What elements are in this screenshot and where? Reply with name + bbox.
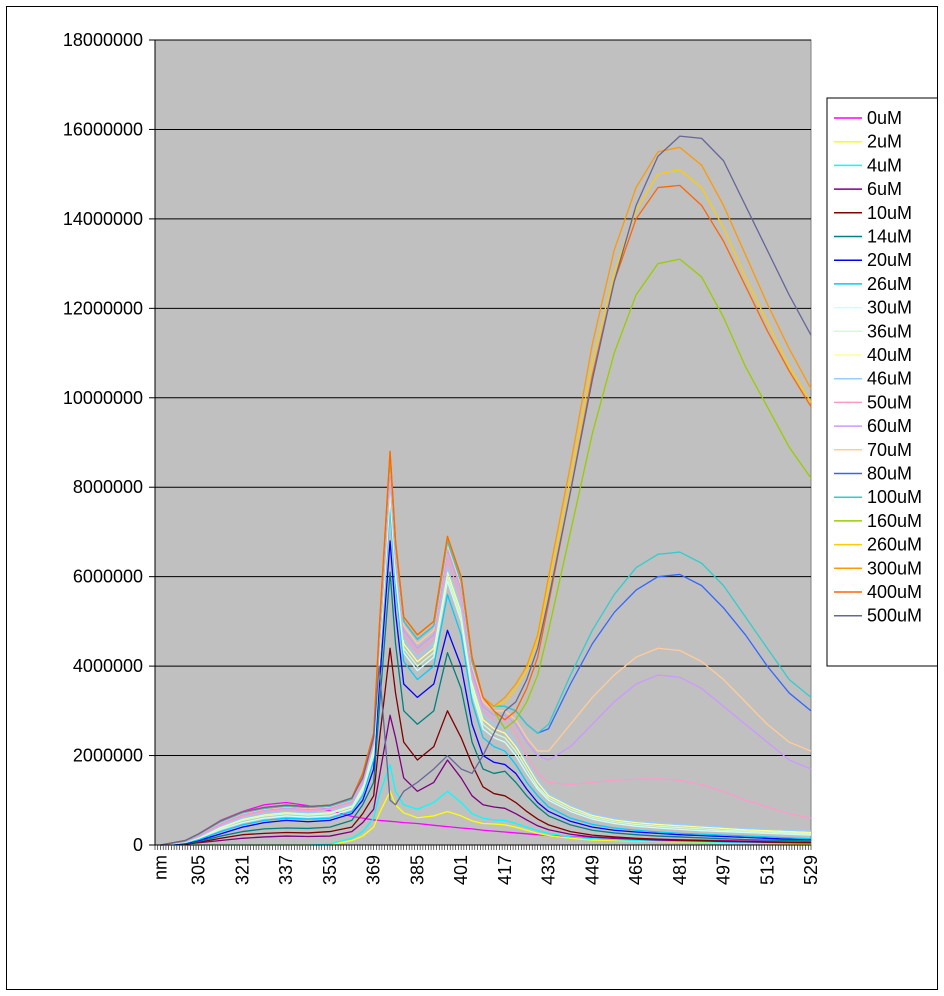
x-tick-label: 497	[714, 855, 734, 885]
x-tick-label: 465	[626, 855, 646, 885]
legend-label: 46uM	[867, 369, 912, 389]
x-tick-label: 481	[670, 855, 690, 885]
series-line-20uM	[160, 540, 812, 846]
series-line-26uM	[160, 504, 812, 846]
y-tick-label: 14000000	[63, 209, 143, 229]
legend-label: 4uM	[867, 155, 902, 175]
x-tick-label: 321	[232, 855, 252, 885]
x-tick-label: 417	[495, 855, 515, 885]
legend-label: 6uM	[867, 179, 902, 199]
x-tick-label: 513	[757, 855, 777, 885]
series-line-50uM	[160, 473, 812, 846]
series-line-36uM	[160, 491, 812, 846]
legend-label: 2uM	[867, 132, 902, 152]
x-tick-label: 401	[451, 855, 471, 885]
y-tick-label: 10000000	[63, 388, 143, 408]
legend-label: 100uM	[867, 487, 922, 507]
legend-label: 160uM	[867, 511, 922, 531]
y-tick-label: 2000000	[73, 746, 143, 766]
y-tick-label: 12000000	[63, 298, 143, 318]
x-tick-label: 449	[582, 855, 602, 885]
y-axis-labels: 0 2000000 4000000 6000000 8000000 10000000 120…	[63, 30, 155, 855]
y-tick-label: 6000000	[73, 567, 143, 587]
legend-label: 40uM	[867, 345, 912, 365]
legend-label: 500uM	[867, 606, 922, 626]
x-axis-labels: nm 305 321 337 353 369 385 401 417 433 449 465 481 49…	[150, 855, 821, 885]
legend-label: 30uM	[867, 298, 912, 318]
legend-label: 14uM	[867, 227, 912, 247]
y-tick-label: 8000000	[73, 477, 143, 497]
x-tick-label: 353	[320, 855, 340, 885]
legend: 0uM 2uM 4uM 6uM 10uM 14uM 20uM 26uM 30uM 36uM 40uM…	[826, 97, 940, 667]
legend-label: 10uM	[867, 203, 912, 223]
legend-label: 0uM	[867, 108, 902, 128]
series-line-10uM	[160, 647, 812, 846]
series-line-500uM	[160, 135, 812, 846]
x-tick-label: 305	[189, 855, 209, 885]
legend-label: 26uM	[867, 274, 912, 294]
x-tick-label: nm	[150, 855, 170, 880]
x-axis-ticks	[154, 845, 812, 850]
legend-label: 20uM	[867, 250, 912, 270]
x-tick-label: 385	[407, 855, 427, 885]
series-line-40uM	[160, 486, 812, 846]
y-tick-label: 16000000	[63, 119, 143, 139]
x-tick-label: 433	[539, 855, 559, 885]
x-tick-label: 529	[801, 855, 821, 885]
legend-label: 36uM	[867, 321, 912, 341]
series-line-30uM	[160, 495, 812, 846]
legend-label: 260uM	[867, 535, 922, 555]
x-tick-label: 369	[364, 855, 384, 885]
legend-label: 300uM	[867, 558, 922, 578]
legend-label: 50uM	[867, 392, 912, 412]
series-line-14uM	[160, 571, 812, 846]
legend-label: 70uM	[867, 440, 912, 460]
series-line-6uM	[160, 714, 812, 846]
y-tick-label: 18000000	[63, 30, 143, 50]
legend-label: 80uM	[867, 464, 912, 484]
y-tick-label: 4000000	[73, 656, 143, 676]
y-tick-label: 0	[133, 835, 143, 855]
chart-frame: 0 2000000 4000000 6000000 8000000 10000000 120…	[6, 6, 940, 990]
line-chart: 0 2000000 4000000 6000000 8000000 10000000 120…	[63, 30, 940, 885]
gridlines	[155, 39, 811, 757]
legend-box	[826, 97, 940, 667]
legend-label: 60uM	[867, 416, 912, 436]
x-tick-label: 337	[276, 855, 296, 885]
series-line-46uM	[160, 482, 812, 846]
x-minor-ticks	[154, 845, 812, 850]
legend-label: 400uM	[867, 582, 922, 602]
